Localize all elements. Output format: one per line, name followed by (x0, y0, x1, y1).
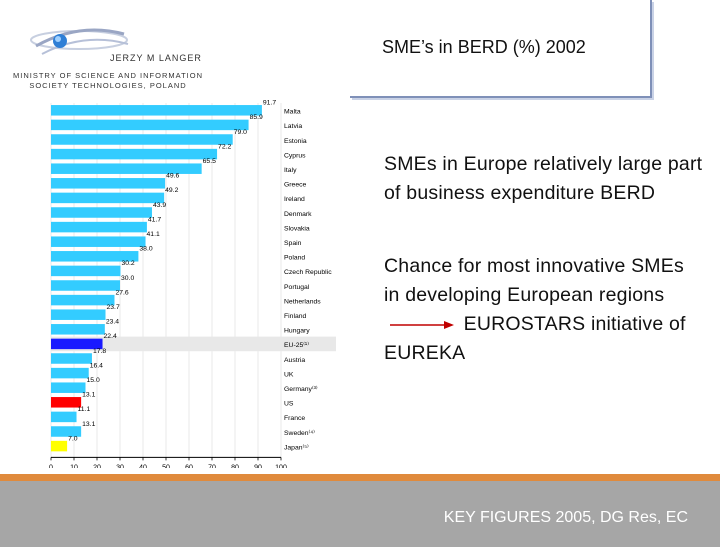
data-label: 11.1 (78, 406, 91, 413)
x-tick-label: 40 (139, 464, 147, 468)
category-label: Ireland (284, 196, 305, 203)
category-label: Netherlands (284, 298, 321, 305)
bar (51, 207, 152, 218)
bar (51, 294, 115, 306)
slide-title: SME’s in BERD (%) 2002 (382, 37, 586, 57)
bar (51, 367, 89, 379)
x-tick-label: 60 (185, 464, 193, 468)
data-label: 15.0 (87, 377, 100, 384)
bar (51, 397, 82, 408)
data-label: 17.8 (93, 348, 106, 355)
category-label: Latvia (284, 123, 302, 130)
data-label: 13.1 (82, 421, 95, 428)
category-label: Austria (284, 357, 305, 364)
affiliation-line-1: MINISTRY OF SCIENCE AND INFORMATION (12, 71, 203, 80)
data-label: 23.7 (107, 304, 120, 311)
category-label: UK (284, 371, 294, 378)
x-tick-label: 50 (162, 464, 170, 468)
bar (51, 265, 121, 277)
data-label: 49.6 (166, 173, 179, 180)
category-label: Japan⁽⁵⁾ (284, 443, 309, 451)
bar (51, 119, 249, 131)
author-name: JERZY M LANGER (110, 53, 202, 63)
affiliation-line-2: SOCIETY TECHNOLOGIES, POLAND (29, 81, 187, 90)
bar (51, 192, 165, 204)
category-label: Czech Republic (284, 269, 332, 276)
data-label: 49.2 (165, 187, 178, 194)
bar (51, 251, 139, 262)
title-box: SME’s in BERD (%) 2002 (350, 0, 652, 98)
category-label: France (284, 415, 305, 422)
footer-bar: KEY FIGURES 2005, DG Res, EC (0, 474, 720, 547)
bar (51, 382, 86, 393)
point-smes-berd: SMEs in Europe relatively large part of … (384, 153, 703, 204)
bar (51, 221, 147, 233)
x-tick-label: 90 (254, 464, 262, 468)
eu-row-highlight (51, 336, 336, 352)
bar (51, 411, 77, 423)
category-label: Spain (284, 240, 302, 247)
data-label: 91.7 (263, 100, 276, 107)
data-label: 30.2 (121, 260, 134, 267)
data-label: 43.9 (153, 202, 166, 209)
data-label: 41.1 (147, 231, 160, 238)
category-label: Germany⁽³⁾ (284, 385, 318, 393)
data-label: 38.0 (139, 246, 152, 253)
data-label: 22.4 (104, 333, 117, 340)
category-label: Sweden⁽⁴⁾ (284, 429, 315, 437)
bar (51, 440, 68, 452)
point-eurostars-lead: Chance for most innovative SMEs in devel… (384, 255, 684, 306)
bar (51, 105, 262, 116)
data-label: 27.6 (115, 289, 128, 296)
category-label: Slovakia (284, 225, 310, 232)
category-label: Hungary (284, 328, 310, 335)
bar (51, 236, 146, 247)
data-label: 7.0 (68, 435, 78, 442)
data-label: 79.0 (234, 129, 247, 136)
bar (51, 324, 105, 335)
data-label: 30.0 (121, 275, 134, 282)
sme-berd-bar-chart: 0 10 20 30 40 50 60 70 80 90 100 91.7 Malta 85.9 Latvi… (49, 100, 336, 468)
x-tick-label: 0 (49, 464, 53, 468)
bar (51, 178, 166, 189)
category-label: Estonia (284, 138, 307, 145)
data-label: 13.1 (82, 392, 95, 399)
affiliation: MINISTRY OF SCIENCE AND INFORMATION SOCI… (8, 71, 208, 91)
category-label: Poland (284, 255, 305, 262)
data-label: 85.9 (250, 114, 263, 121)
category-label: Italy (284, 167, 297, 174)
data-label: 23.4 (106, 319, 119, 326)
category-label: Cyprus (284, 152, 306, 159)
point-eurostars: Chance for most innovative SMEs in devel… (384, 252, 704, 368)
ministry-logo (30, 28, 129, 55)
data-label: 16.4 (90, 362, 103, 369)
bar (51, 426, 82, 437)
bar (51, 280, 120, 291)
x-tick-label: 20 (93, 464, 101, 468)
arrow-right-icon (390, 320, 454, 329)
category-label: EU-25⁽¹⁾ (284, 341, 309, 349)
bar (51, 163, 202, 174)
bar (51, 309, 106, 320)
x-tick-label: 30 (116, 464, 124, 468)
category-label: Greece (284, 182, 307, 189)
x-tick-label: 100 (275, 464, 287, 468)
x-tick-label: 70 (208, 464, 216, 468)
bar (51, 338, 103, 350)
x-tick-label: 10 (70, 464, 78, 468)
bar (51, 134, 233, 145)
bar (51, 148, 218, 160)
category-label: Denmark (284, 211, 312, 218)
category-label: US (284, 401, 294, 408)
data-label: 72.2 (218, 143, 231, 150)
data-label: 41.7 (148, 216, 161, 223)
x-tick-label: 80 (231, 464, 239, 468)
bar (51, 353, 92, 364)
category-label: Malta (284, 109, 301, 116)
data-label: 65.5 (203, 158, 216, 165)
point-eurostars-tail: EUROSTARS initiative of EUREKA (384, 313, 686, 364)
category-label: Portugal (284, 284, 310, 291)
footer-source: KEY FIGURES 2005, DG Res, EC (443, 509, 688, 526)
category-label: Finland (284, 313, 307, 320)
